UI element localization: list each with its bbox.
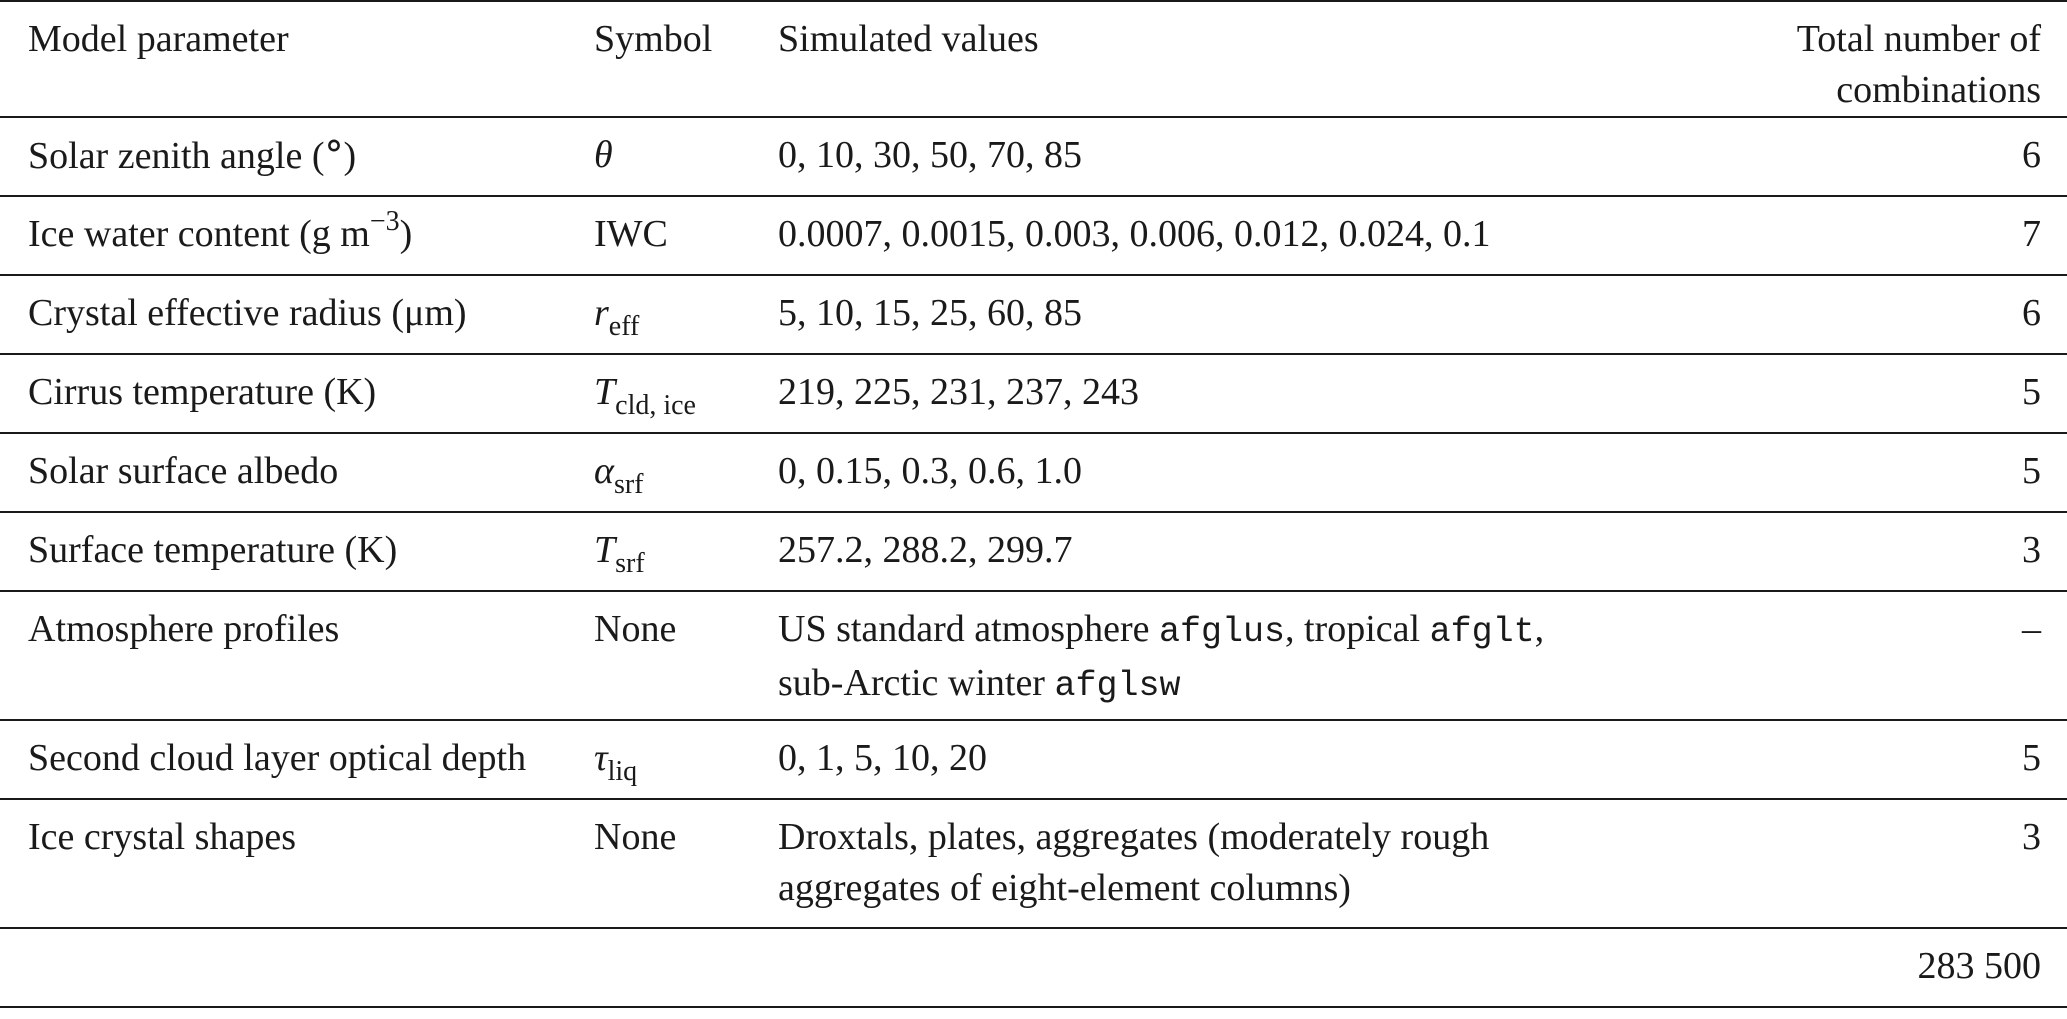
table-row: Ice water content (g m−3) IWC 0.0007, 0.… xyxy=(0,196,2067,276)
header-total-line2: combinations xyxy=(1836,69,2041,111)
count-cell: 5 xyxy=(1737,433,2067,513)
values-text: aggregates of eight-element columns) xyxy=(778,867,1351,909)
count-cell: 3 xyxy=(1737,799,2067,929)
values-cell: 5, 10, 15, 25, 60, 85 xyxy=(778,275,1737,355)
parameter-text: Ice water content (g m xyxy=(28,213,370,255)
values-text: , xyxy=(1534,608,1545,650)
values-cell: 0, 0.15, 0.3, 0.6, 1.0 xyxy=(778,433,1737,513)
total-empty-cell xyxy=(0,928,594,1008)
count-cell: 5 xyxy=(1737,354,2067,434)
values-cell: 219, 225, 231, 237, 243 xyxy=(778,354,1737,434)
symbol-base: τ xyxy=(594,737,608,779)
parameter-cell: Surface temperature (K) xyxy=(0,512,594,592)
total-combinations-value: 283 500 xyxy=(1737,928,2067,1008)
parameter-cell: Crystal effective radius (μm) xyxy=(0,275,594,355)
header-simulated-values: Simulated values xyxy=(778,0,1737,118)
symbol-cell: None xyxy=(594,591,778,721)
table-row: Cirrus temperature (K) Tcld, ice 219, 22… xyxy=(0,354,2067,434)
values-text: sub-Arctic winter xyxy=(778,662,1055,704)
symbol-subscript: srf xyxy=(615,548,645,579)
parameter-cell: Atmosphere profiles xyxy=(0,591,594,721)
table-row: Ice crystal shapes None Droxtals, plates… xyxy=(0,799,2067,929)
values-text: Droxtals, plates, aggregates (moderately… xyxy=(778,816,1490,858)
symbol-cell: θ xyxy=(594,117,778,197)
profile-code: afglt xyxy=(1429,612,1535,652)
header-symbol: Symbol xyxy=(594,0,778,118)
parameter-cell: Cirrus temperature (K) xyxy=(0,354,594,434)
count-cell: 6 xyxy=(1737,117,2067,197)
header-total-combinations: Total number of combinations xyxy=(1737,0,2067,118)
symbol-subscript: eff xyxy=(608,311,640,342)
values-cell: 0, 1, 5, 10, 20 xyxy=(778,720,1737,800)
unit-exponent: −3 xyxy=(369,206,400,237)
symbol-subscript: cld, ice xyxy=(615,390,696,421)
parameter-text-close: ) xyxy=(343,135,357,177)
total-empty-cell xyxy=(594,928,778,1008)
symbol-cell: Tcld, ice xyxy=(594,354,778,434)
symbol-subscript: liq xyxy=(607,756,638,787)
profile-code: afglus xyxy=(1158,612,1285,652)
parameter-cell: Solar zenith angle (°) xyxy=(0,117,594,197)
symbol-base: α xyxy=(594,450,614,492)
profile-code: afglsw xyxy=(1054,666,1181,706)
values-cell: US standard atmosphere afglus, tropical … xyxy=(778,591,1737,721)
parameter-cell: Solar surface albedo xyxy=(0,433,594,513)
table-header-row: Model parameter Symbol Simulated values … xyxy=(0,0,2067,118)
table-row: Atmosphere profiles None US standard atm… xyxy=(0,591,2067,721)
count-cell: 5 xyxy=(1737,720,2067,800)
symbol-base: T xyxy=(594,529,616,571)
values-cell: 0.0007, 0.0015, 0.003, 0.006, 0.012, 0.0… xyxy=(778,196,1737,276)
parameter-text-close: ) xyxy=(399,213,413,255)
symbol-cell: αsrf xyxy=(594,433,778,513)
symbol-cell: IWC xyxy=(594,196,778,276)
parameter-text: Solar zenith angle ( xyxy=(28,135,325,177)
symbol-cell: reff xyxy=(594,275,778,355)
values-text: US standard atmosphere xyxy=(778,608,1159,650)
parameter-cell: Ice crystal shapes xyxy=(0,799,594,929)
table-row: Second cloud layer optical depth τliq 0,… xyxy=(0,720,2067,800)
table-row: Crystal effective radius (μm) reff 5, 10… xyxy=(0,275,2067,355)
count-cell: 6 xyxy=(1737,275,2067,355)
symbol-cell: τliq xyxy=(594,720,778,800)
count-cell: 3 xyxy=(1737,512,2067,592)
values-cell: Droxtals, plates, aggregates (moderately… xyxy=(778,799,1737,929)
table-row: Solar zenith angle (°) θ 0, 10, 30, 50, … xyxy=(0,117,2067,197)
values-cell: 0, 10, 30, 50, 70, 85 xyxy=(778,117,1737,197)
table-row: Solar surface albedo αsrf 0, 0.15, 0.3, … xyxy=(0,433,2067,513)
header-total-line1: Total number of xyxy=(1796,18,2041,60)
parameter-cell: Ice water content (g m−3) xyxy=(0,196,594,276)
values-text: , tropical xyxy=(1285,608,1430,650)
symbol-cell: None xyxy=(594,799,778,929)
symbol-subscript: srf xyxy=(613,469,644,500)
count-cell: 7 xyxy=(1737,196,2067,276)
degree-symbol: ° xyxy=(324,133,344,177)
table-row: Surface temperature (K) Tsrf 257.2, 288.… xyxy=(0,512,2067,592)
count-cell: – xyxy=(1737,591,2067,721)
symbol-cell: Tsrf xyxy=(594,512,778,592)
values-cell: 257.2, 288.2, 299.7 xyxy=(778,512,1737,592)
parameter-cell: Second cloud layer optical depth xyxy=(0,720,594,800)
total-row: 283 500 xyxy=(0,928,2067,1008)
total-empty-cell xyxy=(778,928,1737,1008)
symbol-base: T xyxy=(594,371,616,413)
symbol-base: r xyxy=(594,292,609,334)
header-model-parameter: Model parameter xyxy=(0,0,594,118)
